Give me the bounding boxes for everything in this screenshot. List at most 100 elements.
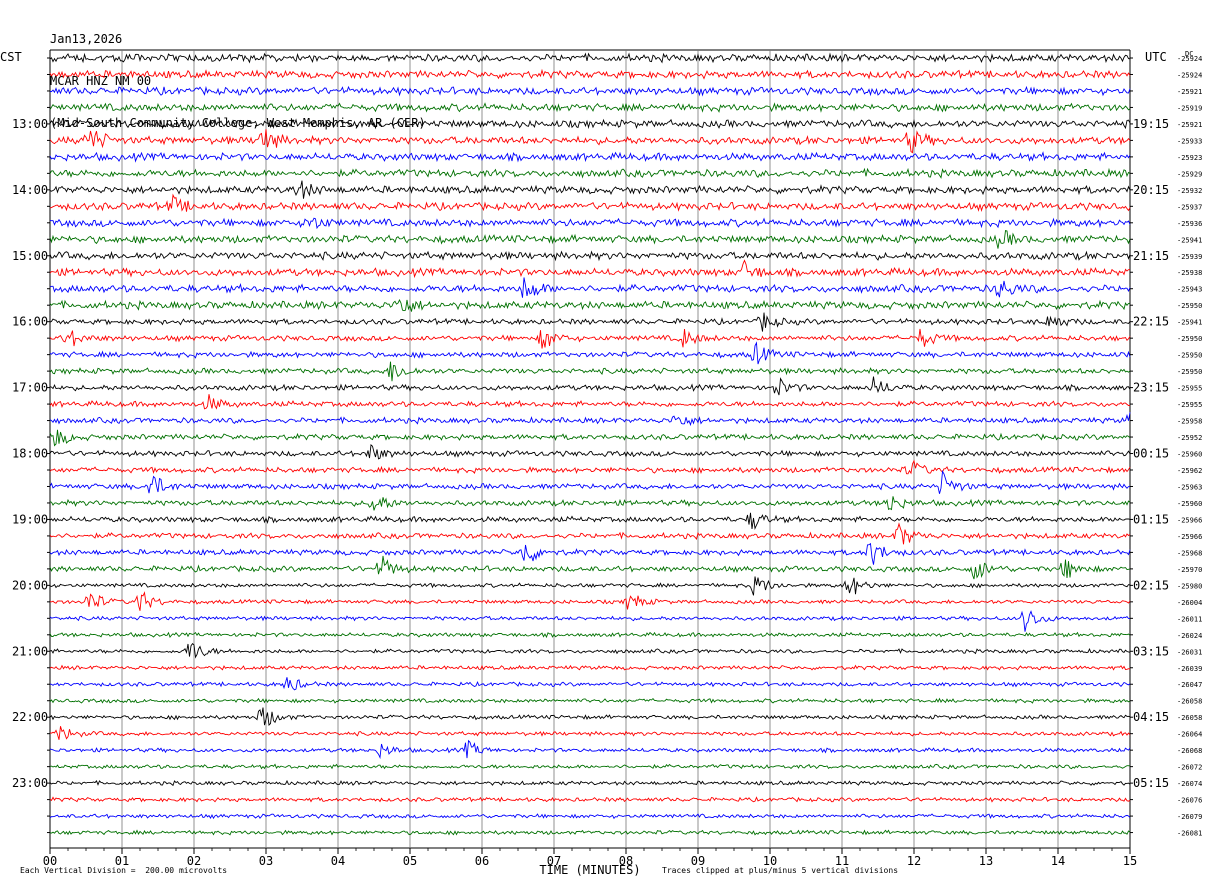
x-tick-label: 01 bbox=[115, 854, 129, 868]
dc-offset-label: -25941 bbox=[1177, 236, 1202, 244]
x-tick-label: 05 bbox=[403, 854, 417, 868]
right-time-label: 01:15 bbox=[1133, 512, 1169, 526]
x-tick-label: 14 bbox=[1051, 854, 1065, 868]
left-time-label: 15:00 bbox=[12, 249, 48, 263]
x-tick-label: 07 bbox=[547, 854, 561, 868]
dc-offset-label: -25932 bbox=[1177, 187, 1202, 195]
x-tick-label: 08 bbox=[619, 854, 633, 868]
x-tick-label: 13 bbox=[979, 854, 993, 868]
dc-offset-label: -25955 bbox=[1177, 385, 1202, 393]
trace-row-1 bbox=[49, 68, 1131, 80]
dc-offset-label: -26064 bbox=[1177, 731, 1202, 739]
trace-row-35 bbox=[49, 631, 1131, 639]
dc-offset-label: -26074 bbox=[1177, 780, 1202, 788]
dc-offset-label: -25919 bbox=[1177, 104, 1202, 112]
left-time-label: 21:00 bbox=[12, 644, 48, 658]
division-note: Each Vertical Division = 200.00 microvol… bbox=[20, 866, 228, 875]
dc-offset-label: -26039 bbox=[1177, 665, 1202, 673]
dc-offset-label: -25924 bbox=[1177, 55, 1202, 63]
dc-offset-label: -26024 bbox=[1177, 632, 1202, 640]
left-time-label: 17:00 bbox=[12, 381, 48, 395]
trace-row-47 bbox=[49, 829, 1131, 836]
x-tick-label: 15 bbox=[1123, 854, 1137, 868]
x-tick-label: 10 bbox=[763, 854, 777, 868]
trace-row-26 bbox=[49, 469, 1131, 494]
x-axis-label: TIME (MINUTES) bbox=[539, 863, 640, 877]
trace-row-6 bbox=[49, 151, 1131, 163]
dc-offset-label: -26072 bbox=[1177, 764, 1202, 772]
trace-row-8 bbox=[49, 180, 1131, 199]
trace-row-43 bbox=[49, 763, 1131, 770]
trace-row-31 bbox=[49, 555, 1131, 580]
x-tick-label: 06 bbox=[475, 854, 489, 868]
trace-row-33 bbox=[49, 591, 1131, 611]
right-time-label: 19:15 bbox=[1133, 117, 1169, 131]
dc-offset-label: -25950 bbox=[1177, 352, 1202, 360]
dc-offset-label: -25941 bbox=[1177, 319, 1202, 327]
trace-row-13 bbox=[49, 259, 1131, 279]
trace-row-22 bbox=[49, 412, 1131, 427]
right-time-label: 02:15 bbox=[1133, 578, 1169, 592]
dc-offset-label: -26058 bbox=[1177, 698, 1202, 706]
trace-row-37 bbox=[49, 664, 1131, 671]
dc-offset-label: -25939 bbox=[1177, 253, 1202, 261]
trace-row-38 bbox=[49, 677, 1131, 691]
dc-offset-label: -26076 bbox=[1177, 797, 1202, 805]
left-time-label: 22:00 bbox=[12, 710, 48, 724]
dc-offset-label: -25950 bbox=[1177, 302, 1202, 310]
right-time-label: 04:15 bbox=[1133, 710, 1169, 724]
trace-row-42 bbox=[49, 739, 1131, 760]
trace-row-10 bbox=[49, 217, 1131, 230]
axis-labels: 00 01 02 03 04 05 06 07 08 09 10 11 12 13 14 15 TIME (MI… bbox=[0, 50, 1202, 877]
left-time-label: 23:00 bbox=[12, 776, 48, 790]
trace-row-11 bbox=[49, 230, 1131, 249]
dc-offset-label: -25958 bbox=[1177, 418, 1202, 426]
x-tick-label: 02 bbox=[187, 854, 201, 868]
dc-offset-label: -25933 bbox=[1177, 137, 1202, 145]
left-time-label: 18:00 bbox=[12, 447, 48, 461]
right-time-label: 22:15 bbox=[1133, 315, 1169, 329]
trace-row-21 bbox=[49, 394, 1130, 410]
left-time-label: 14:00 bbox=[12, 183, 48, 197]
trace-row-0 bbox=[49, 52, 1131, 64]
trace-row-44 bbox=[49, 779, 1131, 787]
dc-offset-label: -25921 bbox=[1177, 88, 1202, 96]
left-time-label: 19:00 bbox=[12, 512, 48, 526]
dc-offset-label: -26068 bbox=[1177, 747, 1202, 755]
trace-row-34 bbox=[49, 610, 1131, 632]
dc-offset-label: -25929 bbox=[1177, 170, 1202, 178]
dc-offset-label: -26058 bbox=[1177, 714, 1202, 722]
dc-offset-label: -25963 bbox=[1177, 483, 1202, 491]
dc-offset-label: -26011 bbox=[1177, 615, 1202, 623]
dc-offset-label: -26004 bbox=[1177, 599, 1202, 607]
dc-offset-label: -25938 bbox=[1177, 269, 1202, 277]
dc-offset-label: -25936 bbox=[1177, 220, 1202, 228]
trace-row-18 bbox=[49, 341, 1131, 365]
right-time-label: 05:15 bbox=[1133, 776, 1169, 790]
dc-offset-label: -25980 bbox=[1177, 582, 1202, 590]
trace-row-24 bbox=[49, 444, 1131, 460]
x-tick-label: 00 bbox=[43, 854, 57, 868]
x-tick-label: 11 bbox=[835, 854, 849, 868]
trace-row-46 bbox=[49, 813, 1131, 820]
dc-offset-label: -25960 bbox=[1177, 500, 1202, 508]
trace-row-17 bbox=[49, 328, 1131, 349]
left-axis-label: CST bbox=[0, 50, 22, 64]
dc-offset-label: -26081 bbox=[1177, 830, 1202, 838]
dc-offset-label: -25921 bbox=[1177, 121, 1202, 129]
dc-label: DC bbox=[1185, 50, 1193, 58]
trace-row-12 bbox=[49, 250, 1131, 262]
dc-offset-label: -25955 bbox=[1177, 401, 1202, 409]
trace-row-27 bbox=[49, 496, 1131, 511]
trace-row-19 bbox=[49, 361, 1131, 382]
dc-offset-label: -25966 bbox=[1177, 533, 1202, 541]
trace-row-45 bbox=[49, 796, 1131, 803]
dc-offset-label: -25923 bbox=[1177, 154, 1202, 162]
right-time-label: 23:15 bbox=[1133, 381, 1169, 395]
trace-row-16 bbox=[49, 312, 1131, 332]
dc-offset-label: -25952 bbox=[1177, 434, 1202, 442]
trace-row-4 bbox=[49, 118, 1131, 130]
trace-row-40 bbox=[49, 707, 1131, 726]
trace-row-9 bbox=[49, 193, 1131, 213]
